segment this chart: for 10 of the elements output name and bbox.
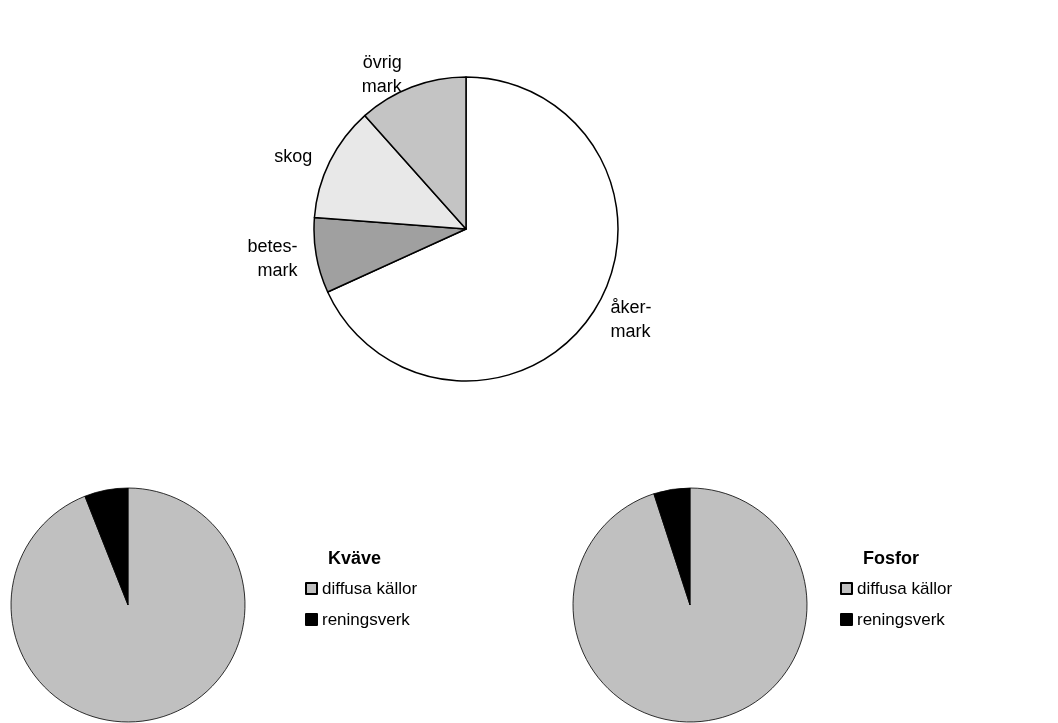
- slice-label: betes- mark: [247, 236, 299, 281]
- slice-label: åker- mark: [610, 296, 652, 341]
- slice-label: övrig mark: [361, 51, 403, 96]
- legend-title: Kväve: [328, 548, 382, 568]
- legend-label: reningsverk: [857, 610, 946, 629]
- slice-label: skog: [274, 145, 313, 166]
- legend-label: diffusa källor: [857, 579, 953, 598]
- legend-label: reningsverk: [322, 610, 411, 629]
- legend-title: Fosfor: [863, 548, 919, 568]
- legend-label: diffusa källor: [322, 579, 418, 598]
